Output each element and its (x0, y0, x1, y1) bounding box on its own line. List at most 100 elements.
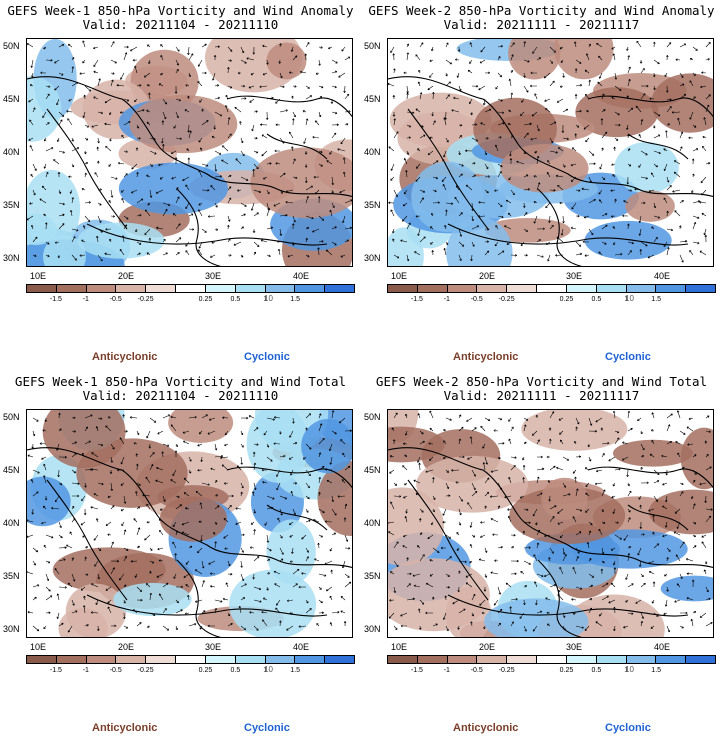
wind-arrow (520, 241, 525, 247)
wind-arrow (331, 532, 337, 536)
wind-arrow (318, 452, 322, 458)
wind-arrow (478, 215, 486, 218)
wind-arrow (305, 42, 310, 48)
wind-arrow (129, 416, 138, 419)
wind-arrow (72, 494, 80, 498)
wind-arrow (614, 111, 620, 116)
wind-arrow (688, 136, 694, 140)
wind-arrow (442, 159, 447, 165)
wind-arrow (505, 199, 512, 204)
wind-arrow (253, 599, 262, 603)
wind-arrow (622, 441, 629, 445)
wind-arrow (84, 150, 87, 155)
wind-arrow (80, 521, 86, 526)
colorbar-cell (686, 656, 715, 663)
wind-arrow (170, 424, 177, 432)
wind-arrow (536, 610, 543, 614)
wind-arrow (691, 189, 694, 194)
wind-arrow (406, 254, 410, 262)
wind-arrow (523, 625, 527, 632)
legend-anticyclonic: Anticyclonic (92, 351, 158, 363)
wind-arrow (250, 521, 255, 525)
wind-arrow (673, 171, 681, 178)
wind-arrow (253, 556, 260, 562)
wind-arrow (479, 59, 486, 64)
wind-arrow (478, 85, 486, 91)
wind-arrow (305, 599, 309, 604)
vorticity-area (266, 519, 316, 584)
wind-arrow (444, 224, 447, 230)
wind-arrow (305, 254, 310, 258)
wind-arrow (584, 625, 590, 631)
wind-arrow (121, 197, 125, 204)
wind-arrow (67, 625, 73, 633)
wind-arrow (174, 85, 178, 94)
wind-arrow (640, 481, 649, 485)
wind-arrow (418, 69, 421, 74)
wind-arrow (574, 440, 577, 445)
wind-arrow (523, 150, 526, 155)
wind-arrow (534, 93, 538, 100)
wind-arrow (318, 215, 325, 221)
wind-arrow (680, 611, 688, 615)
wind-arrow (415, 176, 421, 182)
wind-arrow (240, 583, 247, 588)
wind-arrow (497, 45, 503, 48)
wind-arrow (330, 99, 334, 104)
colorbar-cell (265, 285, 296, 292)
wind-arrow (484, 491, 490, 497)
wind-arrow (484, 547, 488, 553)
wind-arrow (471, 174, 476, 178)
wind-arrow (679, 131, 684, 139)
wind-arrow (44, 222, 48, 230)
wind-arrow (581, 187, 590, 191)
wind-arrow (240, 560, 243, 568)
wind-arrow (227, 59, 232, 62)
wind-arrow (341, 560, 346, 569)
wind-arrow (290, 469, 294, 476)
wind-arrow (549, 137, 554, 144)
wind-arrow (119, 573, 125, 581)
wind-arrow (614, 252, 623, 256)
wind-arrow (549, 225, 554, 230)
wind-arrow (213, 55, 217, 61)
wind-arrow (344, 123, 349, 126)
colorbar-tick-label: 0.5 (230, 667, 241, 674)
wind-arrow (516, 160, 525, 165)
wind-arrow (571, 598, 577, 601)
wind-arrow (214, 150, 222, 155)
wind-arrow (598, 55, 603, 61)
wind-arrow (469, 98, 473, 105)
wind-arrow (266, 506, 274, 510)
wind-arrow (465, 582, 473, 588)
wind-arrow (184, 109, 190, 113)
colorbar-cell (447, 656, 478, 663)
wind-arrow (344, 534, 349, 542)
wind-arrow (392, 228, 395, 234)
wind-arrow (279, 495, 288, 500)
wind-arrow (574, 476, 577, 484)
wind-arrow (570, 226, 577, 230)
wind-arrow (292, 241, 295, 246)
wind-arrow (220, 456, 229, 459)
wind-arrow (508, 212, 512, 217)
wind-arrow (509, 158, 513, 164)
coastline (537, 188, 583, 266)
vorticity-area (625, 190, 675, 222)
wind-arrow (531, 111, 538, 117)
wind-arrow (57, 254, 61, 259)
wind-arrow (107, 606, 112, 614)
wind-arrow (318, 611, 324, 615)
wind-arrow (250, 202, 255, 211)
wind-arrow (123, 599, 126, 604)
wind-arrow (344, 93, 350, 100)
colorbar-cell (656, 285, 687, 292)
colorbar-cell (566, 656, 597, 663)
wind-arrow (466, 417, 473, 422)
wind-arrow (557, 594, 564, 601)
wind-arrow (71, 430, 76, 433)
wind-arrow (679, 200, 684, 204)
colorbar-cell (27, 285, 57, 292)
wind-arrow (638, 495, 642, 500)
wind-arrow (692, 521, 697, 525)
